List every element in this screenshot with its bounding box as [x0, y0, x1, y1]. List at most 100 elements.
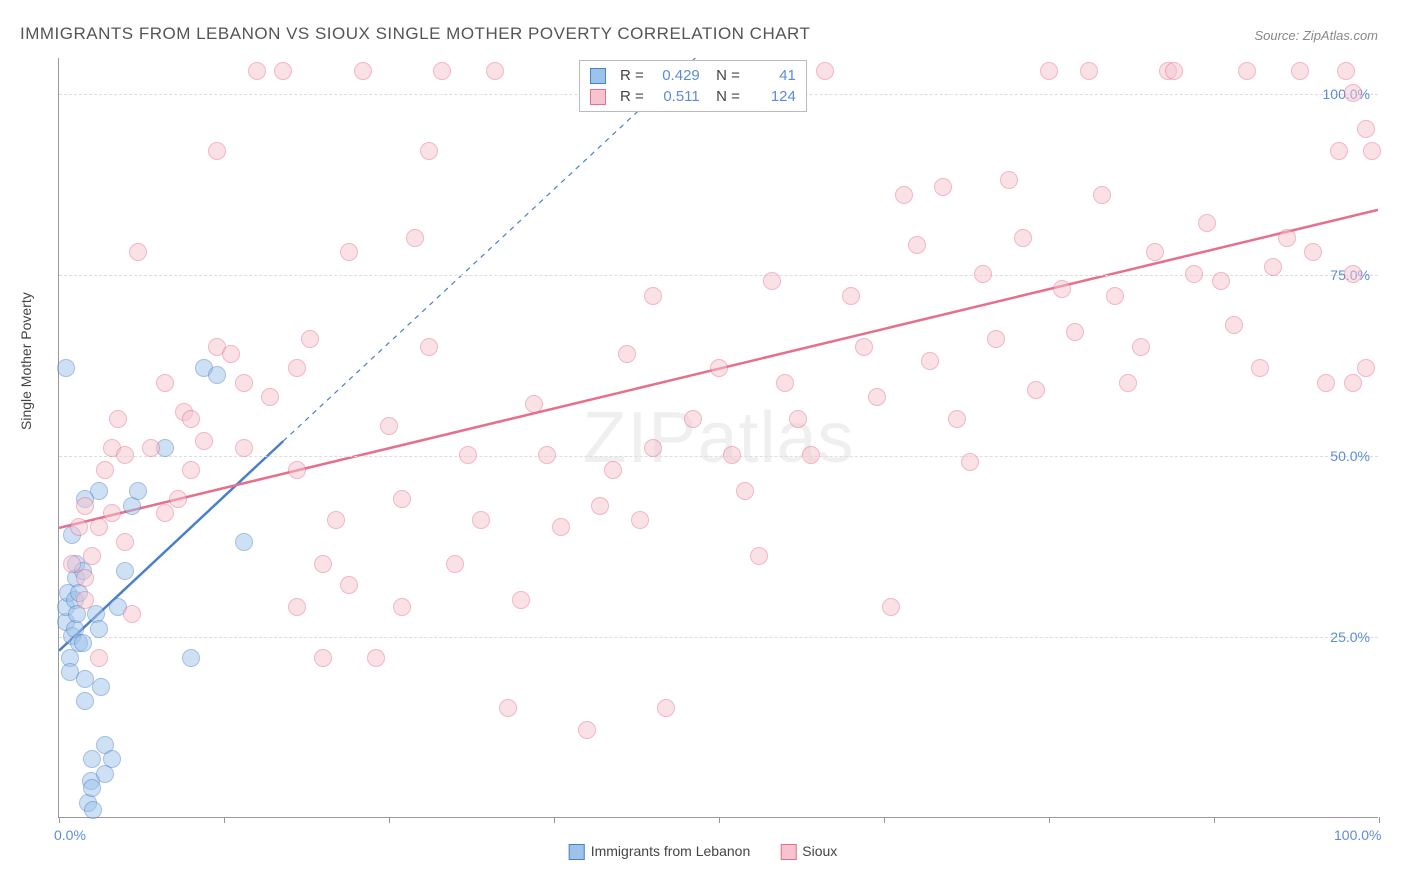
data-point — [123, 605, 141, 623]
data-point — [816, 62, 834, 80]
data-point — [1225, 316, 1243, 334]
data-point — [261, 388, 279, 406]
data-point — [1165, 62, 1183, 80]
data-point — [1251, 359, 1269, 377]
data-point — [208, 366, 226, 384]
source-attribution: Source: ZipAtlas.com — [1254, 28, 1378, 43]
legend-swatch — [590, 89, 606, 105]
data-point — [235, 533, 253, 551]
data-point — [76, 692, 94, 710]
stat-r-value: 0.511 — [652, 88, 700, 105]
data-point — [1344, 374, 1362, 392]
data-point — [604, 461, 622, 479]
data-point — [420, 142, 438, 160]
data-point — [459, 446, 477, 464]
data-point — [644, 439, 662, 457]
x-tick — [1214, 817, 1215, 823]
regression-lines-layer — [59, 58, 1378, 817]
data-point — [895, 186, 913, 204]
data-point — [644, 287, 662, 305]
data-point — [90, 518, 108, 536]
data-point — [156, 504, 174, 522]
data-point — [116, 562, 134, 580]
data-point — [1040, 62, 1058, 80]
x-tick — [719, 817, 720, 823]
data-point — [235, 439, 253, 457]
data-point — [1357, 359, 1375, 377]
watermark: ZIPatlas — [582, 397, 854, 479]
data-point — [1080, 62, 1098, 80]
data-point — [1344, 265, 1362, 283]
data-point — [736, 482, 754, 500]
stat-n-value: 124 — [748, 88, 796, 105]
stat-n-label: N = — [708, 67, 740, 84]
data-point — [618, 345, 636, 363]
legend-item: Immigrants from Lebanon — [569, 843, 751, 860]
data-point — [420, 338, 438, 356]
data-point — [96, 461, 114, 479]
data-point — [1185, 265, 1203, 283]
data-point — [750, 547, 768, 565]
data-point — [1212, 272, 1230, 290]
data-point — [76, 497, 94, 515]
gridline-horizontal — [59, 456, 1378, 457]
stat-n-label: N = — [708, 88, 740, 105]
data-point — [631, 511, 649, 529]
data-point — [1278, 229, 1296, 247]
y-tick-label: 50.0% — [1330, 448, 1370, 464]
data-point — [182, 461, 200, 479]
data-point — [83, 750, 101, 768]
data-point — [1304, 243, 1322, 261]
data-point — [552, 518, 570, 536]
data-point — [1146, 243, 1164, 261]
data-point — [57, 359, 75, 377]
data-point — [512, 591, 530, 609]
data-point — [222, 345, 240, 363]
data-point — [116, 446, 134, 464]
data-point — [301, 330, 319, 348]
data-point — [961, 453, 979, 471]
data-point — [129, 243, 147, 261]
x-tick — [1049, 817, 1050, 823]
stat-row: R =0.429 N =41 — [590, 65, 796, 86]
data-point — [1317, 374, 1335, 392]
data-point — [934, 178, 952, 196]
correlation-stats-box: R =0.429 N =41R =0.511 N =124 — [579, 60, 807, 112]
data-point — [472, 511, 490, 529]
data-point — [327, 511, 345, 529]
data-point — [116, 533, 134, 551]
data-point — [109, 410, 127, 428]
data-point — [274, 62, 292, 80]
data-point — [393, 490, 411, 508]
data-point — [1238, 62, 1256, 80]
data-point — [1264, 258, 1282, 276]
data-point — [92, 678, 110, 696]
x-tick — [389, 817, 390, 823]
y-axis-label: Single Mother Poverty — [18, 292, 34, 430]
data-point — [882, 598, 900, 616]
data-point — [169, 490, 187, 508]
x-tick — [884, 817, 885, 823]
data-point — [723, 446, 741, 464]
data-point — [288, 598, 306, 616]
data-point — [340, 576, 358, 594]
data-point — [288, 461, 306, 479]
data-point — [1337, 62, 1355, 80]
data-point — [499, 699, 517, 717]
data-point — [657, 699, 675, 717]
data-point — [1000, 171, 1018, 189]
data-point — [1014, 229, 1032, 247]
data-point — [486, 62, 504, 80]
data-point — [1132, 338, 1150, 356]
x-tick — [554, 817, 555, 823]
gridline-horizontal — [59, 275, 1378, 276]
data-point — [1363, 142, 1381, 160]
data-point — [74, 634, 92, 652]
stat-r-value: 0.429 — [652, 67, 700, 84]
data-point — [868, 388, 886, 406]
y-tick-label: 25.0% — [1330, 629, 1370, 645]
data-point — [974, 265, 992, 283]
data-point — [83, 779, 101, 797]
data-point — [591, 497, 609, 515]
data-point — [802, 446, 820, 464]
